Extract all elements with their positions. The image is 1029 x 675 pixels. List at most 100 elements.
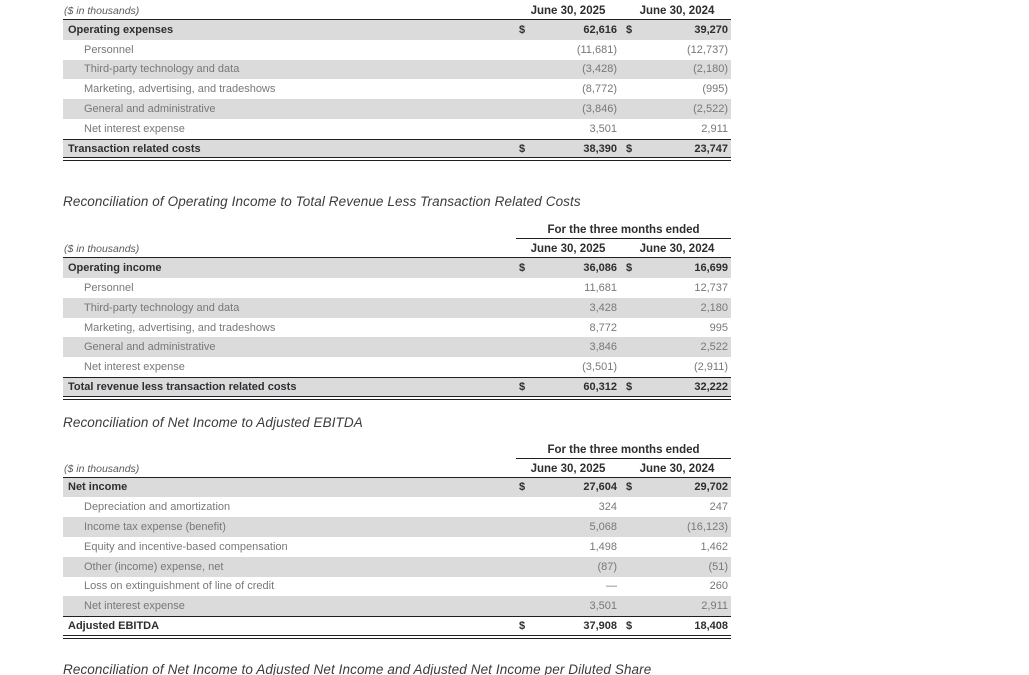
dollar-sign: $ <box>626 23 633 36</box>
value-2024: 32,222 <box>694 380 728 393</box>
value-2025: 27,604 <box>583 481 617 494</box>
table-row-marketing: Marketing, advertising, and tradeshows (… <box>63 79 731 99</box>
dollar-sign: $ <box>519 380 526 393</box>
value-2024: 16,699 <box>694 262 728 275</box>
table-row-loss-extinguishment: Loss on extinguishment of line of credit… <box>63 577 731 597</box>
table-row-operating-income: Operating income $ 36,086 $ 16,699 <box>63 258 731 279</box>
table-row-income-tax: Income tax expense (benefit) 5,068 (16,1… <box>63 517 731 537</box>
value-2024: (995) <box>702 83 728 96</box>
value-2024: 2,522 <box>700 341 728 354</box>
value-2025: (8,772) <box>582 83 617 96</box>
value-2025: 8,772 <box>589 321 617 334</box>
row-label: Total revenue less transaction related c… <box>68 380 297 393</box>
dollar-sign: $ <box>519 23 526 36</box>
total-double-rule <box>63 160 731 162</box>
row-label: General and administrative <box>84 103 216 116</box>
row-label: Income tax expense (benefit) <box>84 521 226 534</box>
value-2024: 23,747 <box>694 142 728 155</box>
units-label: ($ in thousands) <box>64 462 140 475</box>
value-2025: (87) <box>597 560 617 573</box>
dollar-sign: $ <box>626 262 633 275</box>
value-2025: 5,068 <box>589 521 617 534</box>
table1-header-row: ($ in thousands) June 30, 2025 June 30, … <box>63 1 731 20</box>
row-label: Third-party technology and data <box>84 63 240 76</box>
value-2025: (3,501) <box>582 361 617 374</box>
value-2024: 1,462 <box>700 540 728 553</box>
transaction-related-costs-table: ($ in thousands) June 30, 2025 June 30, … <box>63 1 731 162</box>
dollar-sign: $ <box>519 619 526 632</box>
table-row-net-interest: Net interest expense (3,501) (2,911) <box>63 357 731 377</box>
value-2025: (3,428) <box>582 63 617 76</box>
column-header-2025: June 30, 2025 <box>530 5 606 17</box>
row-label: Personnel <box>84 43 134 56</box>
table-row-general-admin: General and administrative 3,846 2,522 <box>63 337 731 358</box>
table-row-third-party: Third-party technology and data (3,428) … <box>63 59 731 80</box>
row-label: Equity and incentive-based compensation <box>84 540 288 553</box>
row-label: Other (income) expense, net <box>84 560 224 573</box>
row-label: Operating income <box>68 262 162 275</box>
value-2024: 995 <box>709 321 728 334</box>
value-2024: 260 <box>709 580 728 593</box>
row-label: Loss on extinguishment of line of credit <box>84 580 275 593</box>
row-label: Personnel <box>84 281 134 294</box>
dollar-sign: $ <box>626 619 633 632</box>
value-2024: (51) <box>708 560 728 573</box>
value-2024: (12,737) <box>687 43 728 56</box>
table-row-depreciation: Depreciation and amortization 324 247 <box>63 497 731 517</box>
operating-income-reconciliation-table: For the three months ended ($ in thousan… <box>63 222 731 400</box>
row-label: Net interest expense <box>84 122 185 135</box>
column-header-2024: June 30, 2024 <box>639 5 715 17</box>
period-header-row: For the three months ended <box>63 222 731 240</box>
value-2025: 3,428 <box>589 301 617 314</box>
adjusted-ebitda-reconciliation-table: For the three months ended ($ in thousan… <box>63 442 731 639</box>
dollar-sign: $ <box>626 380 633 393</box>
period-header: For the three months ended <box>516 224 731 240</box>
column-header-2024: June 30, 2024 <box>639 462 715 475</box>
value-2025: — <box>606 580 617 593</box>
value-2025: 324 <box>598 501 617 514</box>
dollar-sign: $ <box>626 142 633 155</box>
row-label: Net interest expense <box>84 600 185 613</box>
period-header: For the three months ended <box>516 444 731 459</box>
table-row-adjusted-ebitda-total: Adjusted EBITDA $ 37,908 $ 18,408 <box>63 616 731 636</box>
value-2025: 62,616 <box>583 23 617 36</box>
table-row-net-interest: Net interest expense 3,501 2,911 <box>63 119 731 139</box>
value-2024: 2,911 <box>701 600 728 613</box>
table-row-transaction-related-costs-total: Transaction related costs $ 38,390 $ 23,… <box>63 138 731 159</box>
value-2025: (11,681) <box>576 43 617 56</box>
table3-header-row: ($ in thousands) June 30, 2025 June 30, … <box>63 459 731 478</box>
value-2024: 12,737 <box>694 281 728 294</box>
units-label: ($ in thousands) <box>64 243 140 256</box>
value-2024: 2,180 <box>700 301 728 314</box>
value-2025: 1,498 <box>589 540 617 553</box>
table-row-personnel: Personnel (11,681) (12,737) <box>63 40 731 60</box>
value-2025: 37,908 <box>583 619 617 632</box>
table2-header-row: ($ in thousands) June 30, 2025 June 30, … <box>63 239 731 259</box>
value-2025: 36,086 <box>583 262 617 275</box>
column-header-2024: June 30, 2024 <box>639 243 715 256</box>
value-2025: 60,312 <box>583 380 617 393</box>
table-row-net-interest: Net interest expense 3,501 2,911 <box>63 596 731 617</box>
value-2024: (2,180) <box>693 63 728 76</box>
total-double-rule <box>63 398 731 400</box>
dollar-sign: $ <box>519 142 526 155</box>
table-row-total-revenue-less-trc: Total revenue less transaction related c… <box>63 377 731 397</box>
value-2024: (16,123) <box>687 521 728 534</box>
report-content: ($ in thousands) June 30, 2025 June 30, … <box>63 0 731 675</box>
row-label: Operating expenses <box>68 23 174 36</box>
value-2024: 18,408 <box>694 619 728 632</box>
value-2024: 39,270 <box>694 23 728 36</box>
column-header-2025: June 30, 2025 <box>530 243 606 256</box>
row-label: Marketing, advertising, and tradeshows <box>84 321 276 334</box>
table-row-net-income: Net income $ 27,604 $ 29,702 <box>63 477 731 498</box>
row-label: Adjusted EBITDA <box>68 619 160 632</box>
row-label: Net interest expense <box>84 361 185 374</box>
table-row-personnel: Personnel 11,681 12,737 <box>63 278 731 298</box>
units-label: ($ in thousands) <box>64 5 140 17</box>
value-2025: 38,390 <box>583 142 617 155</box>
value-2024: 29,702 <box>694 481 728 494</box>
row-label: Net income <box>68 481 128 494</box>
table-row-third-party: Third-party technology and data 3,428 2,… <box>63 297 731 318</box>
period-header-row: For the three months ended <box>63 442 731 459</box>
